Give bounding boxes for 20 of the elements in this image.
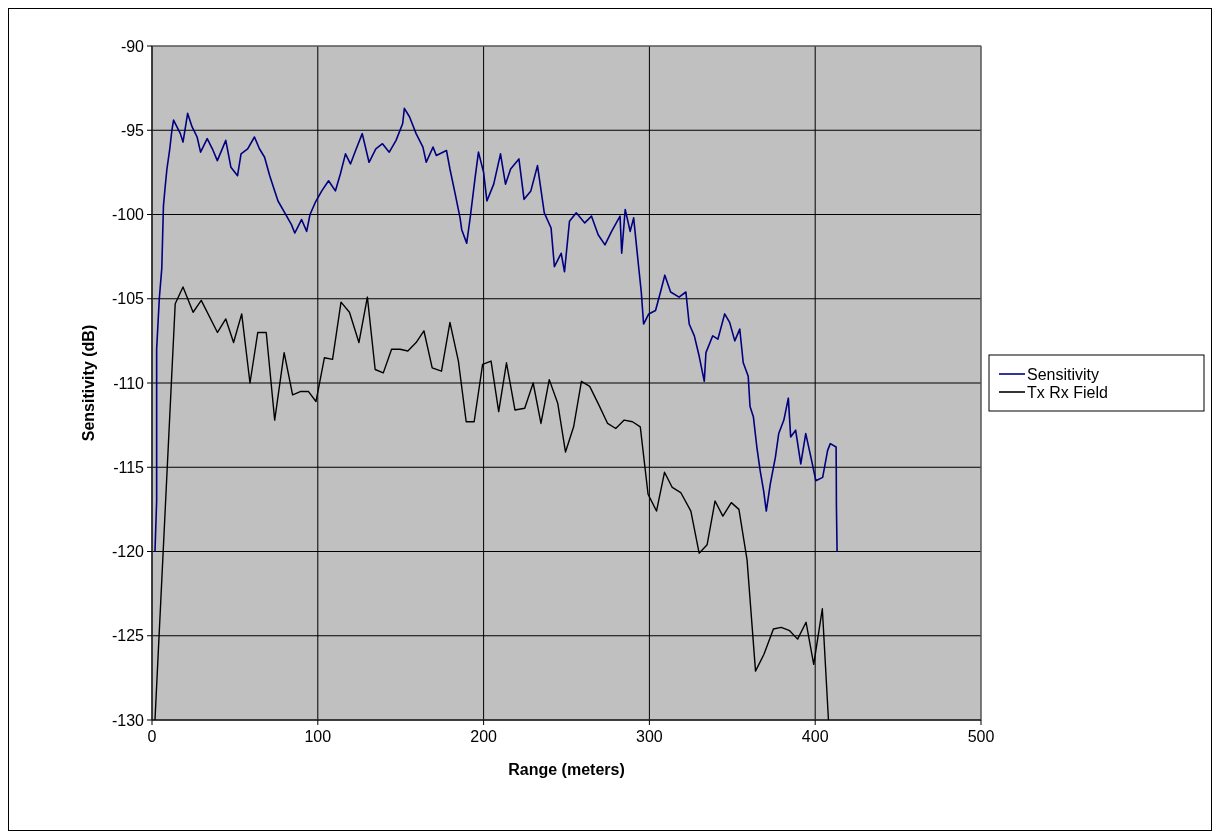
y-tick-label: -130 xyxy=(111,711,145,729)
x-tick-label: 100 xyxy=(304,728,332,745)
legend-label: Sensitivity xyxy=(1027,365,1100,383)
y-tick-label: -90 xyxy=(120,37,145,55)
y-tick-label: -110 xyxy=(113,374,145,392)
legend-label: Tx Rx Field xyxy=(1027,383,1108,401)
y-tick-label: -105 xyxy=(111,290,145,308)
y-tick-label: -120 xyxy=(111,543,145,561)
x-tick-label: 300 xyxy=(636,728,663,745)
y-tick-label: -100 xyxy=(111,206,145,224)
y-tick-label: -125 xyxy=(111,627,145,645)
x-tick-label: 200 xyxy=(470,728,498,745)
y-axis-title: Sensitivity (dB) xyxy=(80,324,97,442)
x-tick-label: 0 xyxy=(147,728,157,745)
line-series xyxy=(154,107,838,553)
x-tick-label: 500 xyxy=(967,728,995,745)
y-tick-label: -115 xyxy=(113,458,145,476)
x-axis-title: Range (meters) xyxy=(508,761,625,778)
x-tick-label: 400 xyxy=(801,728,829,745)
y-tick-label: -95 xyxy=(120,121,145,139)
